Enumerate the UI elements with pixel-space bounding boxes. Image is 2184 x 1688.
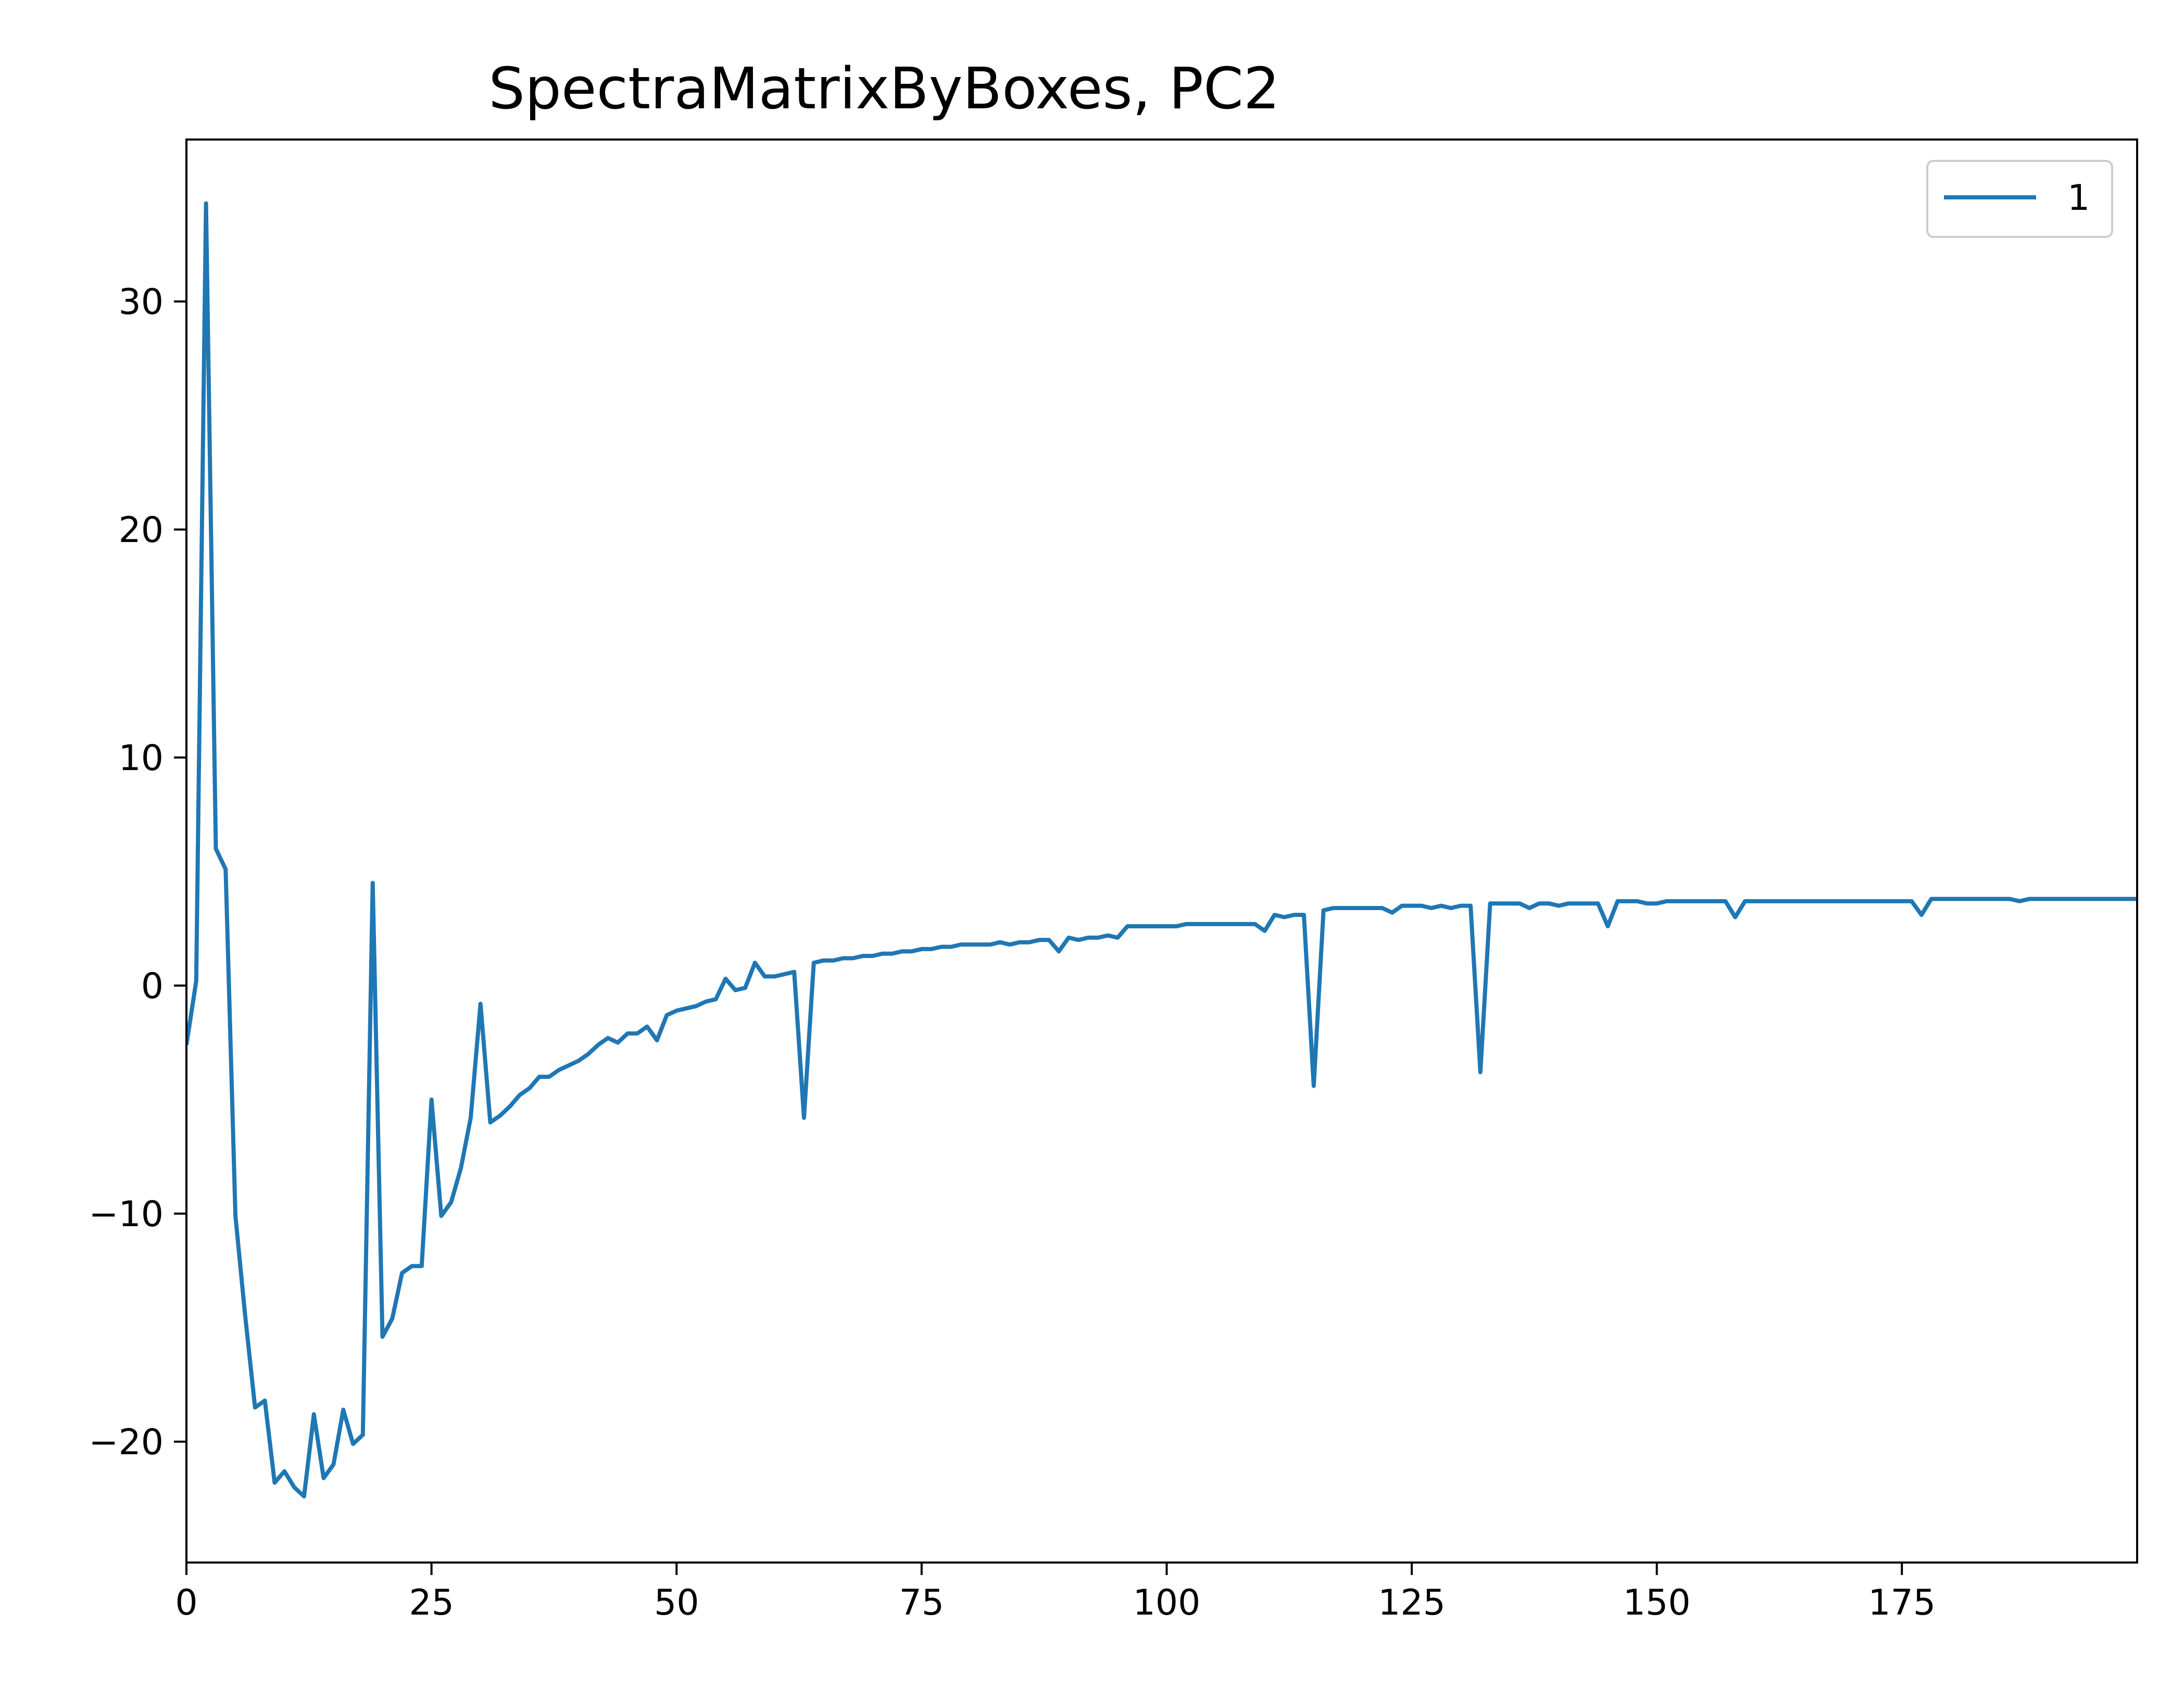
- y-tick-label: 30: [118, 282, 164, 323]
- x-tick-label: 125: [1378, 1582, 1446, 1623]
- x-tick-label: 75: [899, 1582, 945, 1623]
- y-axis: −20 −10 0 10 20 30: [89, 282, 186, 1463]
- x-tick-label: 0: [175, 1582, 197, 1623]
- chart-title: SpectraMatrixByBoxes, PC2: [488, 55, 1280, 122]
- plot-frame: [185, 138, 2138, 1564]
- x-tick-label: 175: [1868, 1582, 1936, 1623]
- x-tick-label: 150: [1623, 1582, 1691, 1623]
- legend-label: 1: [2067, 178, 2090, 219]
- x-tick-label: 100: [1133, 1582, 1201, 1623]
- y-tick-label: −10: [89, 1194, 164, 1235]
- x-tick-label: 25: [409, 1582, 454, 1623]
- legend: 1: [1926, 160, 2113, 238]
- y-tick-label: −20: [89, 1422, 164, 1463]
- plot-area: [186, 201, 2137, 1498]
- y-tick-label: 0: [141, 966, 164, 1007]
- x-axis: 0 25 50 75 100 125 150 175: [175, 1563, 1936, 1623]
- y-tick-label: 10: [118, 738, 164, 779]
- x-tick-label: 50: [654, 1582, 699, 1623]
- series-line-1: [186, 201, 2137, 1498]
- y-tick-label: 20: [118, 510, 164, 551]
